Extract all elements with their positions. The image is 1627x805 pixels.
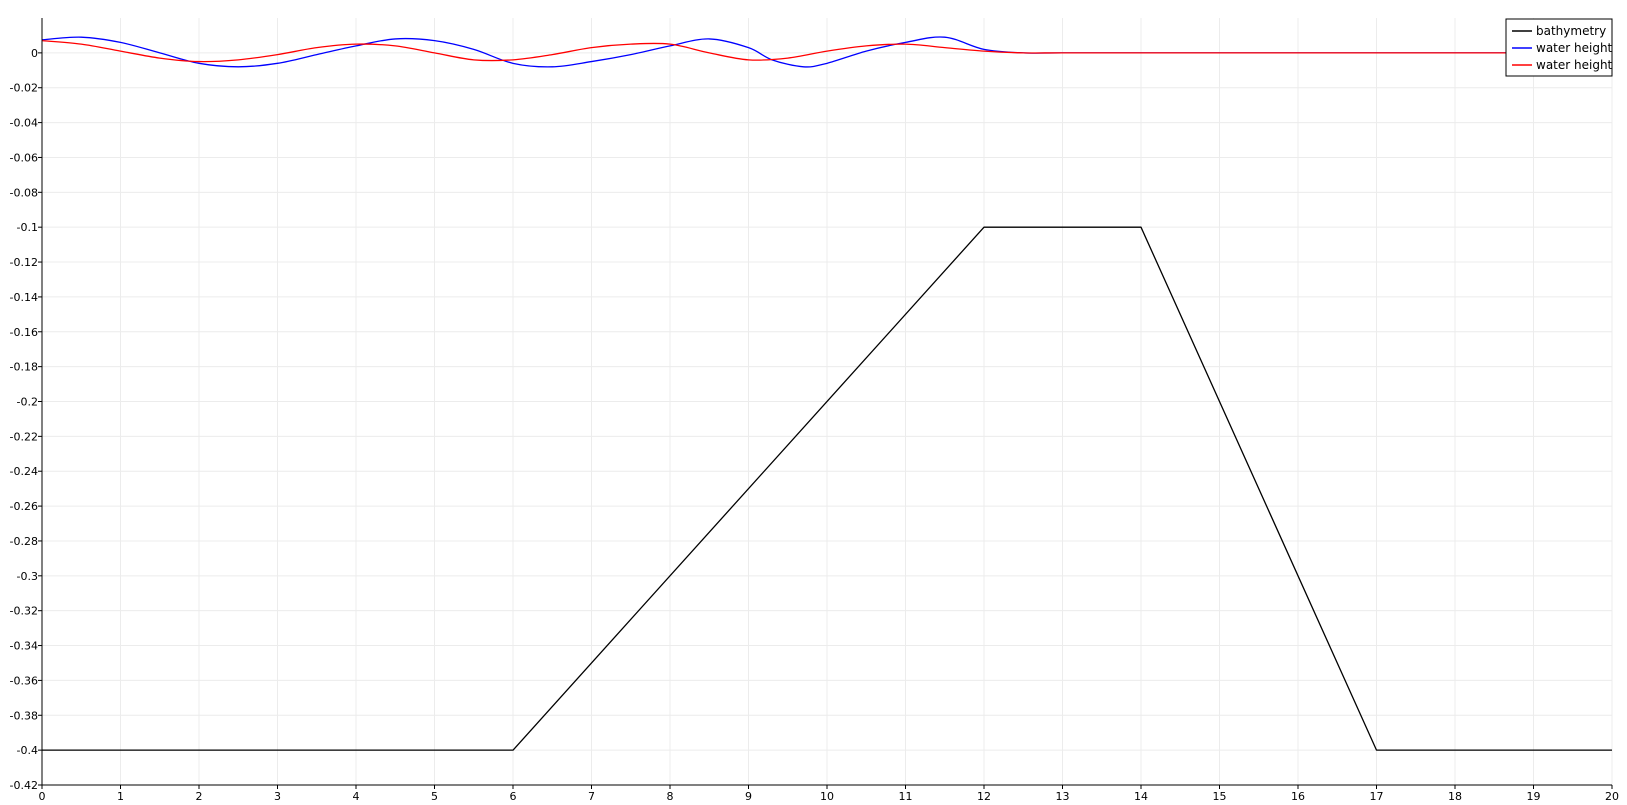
y-tick-label: -0.06 [10,151,38,164]
x-tick-label: 18 [1448,790,1462,803]
x-tick-label: 4 [353,790,360,803]
x-tick-label: 14 [1134,790,1148,803]
x-tick-label: 13 [1056,790,1070,803]
x-tick-label: 19 [1527,790,1541,803]
y-tick-label: -0.38 [10,709,38,722]
y-tick-label: -0.26 [10,500,38,513]
x-tick-label: 5 [431,790,438,803]
x-tick-label: 7 [588,790,595,803]
legend: bathymetry water height water height [1505,18,1613,77]
series-line-bathymetry [42,226,1612,751]
series-line-water-height-2 [41,40,1612,63]
legend-label: water height [1536,41,1613,55]
y-tick-label: -0.28 [10,535,38,548]
y-tick-label: -0.42 [10,779,38,792]
y-tick-label: -0.12 [10,256,38,269]
x-tick-label: 9 [745,790,752,803]
x-tick-label: 6 [510,790,517,803]
x-tick-label: 17 [1370,790,1384,803]
y-tick-label: -0.36 [10,674,38,687]
y-tick-label: -0.1 [17,221,38,234]
x-tick-label: 10 [820,790,834,803]
x-tick-label: 2 [196,790,203,803]
y-tick-label: -0.18 [10,361,38,374]
x-tick-label: 3 [274,790,281,803]
x-tick-label: 16 [1291,790,1305,803]
y-tick-label: -0.32 [10,605,38,618]
plot-series [41,36,1612,751]
y-tick-label: -0.04 [10,117,38,130]
x-tick-label: 8 [667,790,674,803]
y-axis-ticks: 0 -0.02 -0.04 -0.06 -0.08 -0.1 -0.12 -0.14 -0.16… [10,47,42,792]
y-tick-label: -0.2 [17,396,38,409]
grid-lines [41,18,1613,786]
x-tick-label: 1 [117,790,124,803]
y-tick-label: -0.22 [10,430,38,443]
x-tick-label: 0 [39,790,46,803]
y-tick-label: -0.3 [17,570,38,583]
legend-label: bathymetry [1536,24,1606,38]
y-tick-label: -0.14 [10,291,38,304]
x-tick-label: 12 [977,790,991,803]
y-tick-label: -0.24 [10,465,38,478]
y-tick-label: 0 [31,47,38,60]
legend-label: water height [1536,58,1613,72]
y-tick-label: -0.34 [10,640,38,653]
y-tick-label: -0.08 [10,186,38,199]
x-tick-label: 15 [1213,790,1227,803]
y-tick-label: -0.16 [10,326,38,339]
y-tick-label: -0.4 [17,744,38,757]
x-axis-ticks: 0 1 2 3 4 5 6 7 8 9 10 11 12 13 14 15 16 17 18 19 20 [39,785,1619,803]
x-tick-label: 11 [899,790,913,803]
x-tick-label: 20 [1605,790,1619,803]
y-tick-label: -0.02 [10,82,38,95]
